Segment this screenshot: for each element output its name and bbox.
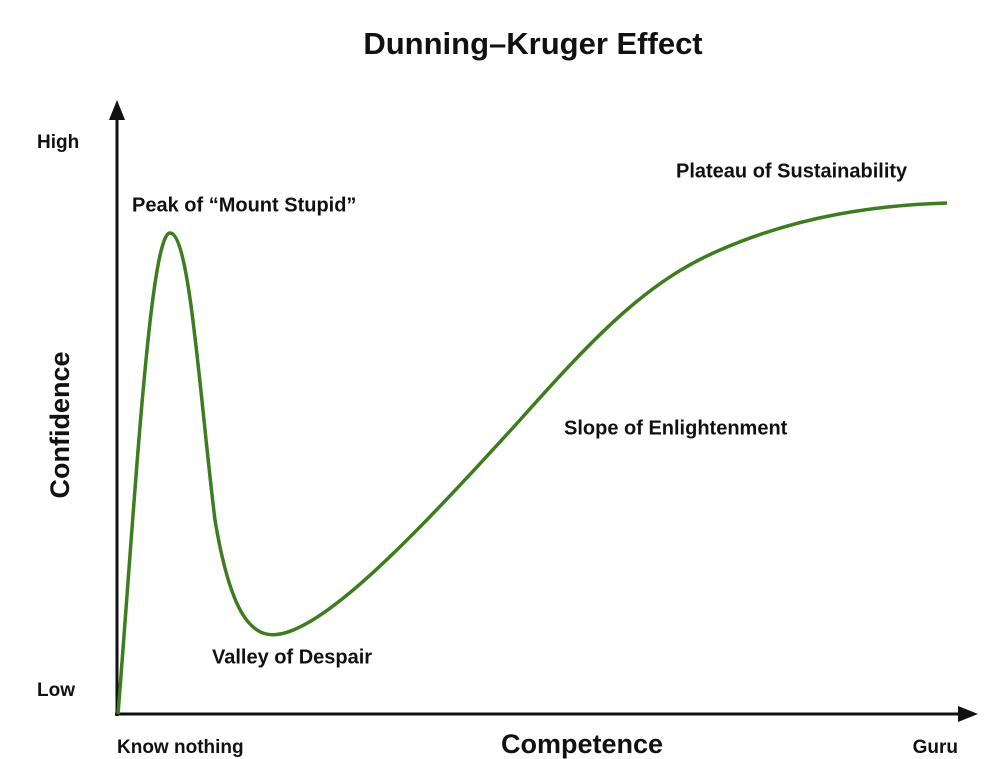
y-low-label: Low (37, 680, 75, 701)
annotation: Slope of Enlightenment (564, 417, 788, 439)
x-start-label: Know nothing (117, 737, 244, 758)
annotation: Valley of Despair (212, 646, 372, 668)
y-high-label: High (37, 132, 79, 153)
title: Dunning–Kruger Effect (363, 26, 702, 61)
x-end-label: Guru (913, 737, 958, 758)
annotation: Peak of “Mount Stupid” (132, 194, 356, 216)
annotation: Plateau of Sustainability (676, 160, 908, 182)
y-axis-label: Confidence (45, 351, 75, 498)
confidence-curve (116, 201, 948, 715)
y-axis-arrow (109, 100, 125, 120)
x-axis-label: Competence (501, 729, 663, 759)
x-axis-arrow (958, 706, 978, 722)
